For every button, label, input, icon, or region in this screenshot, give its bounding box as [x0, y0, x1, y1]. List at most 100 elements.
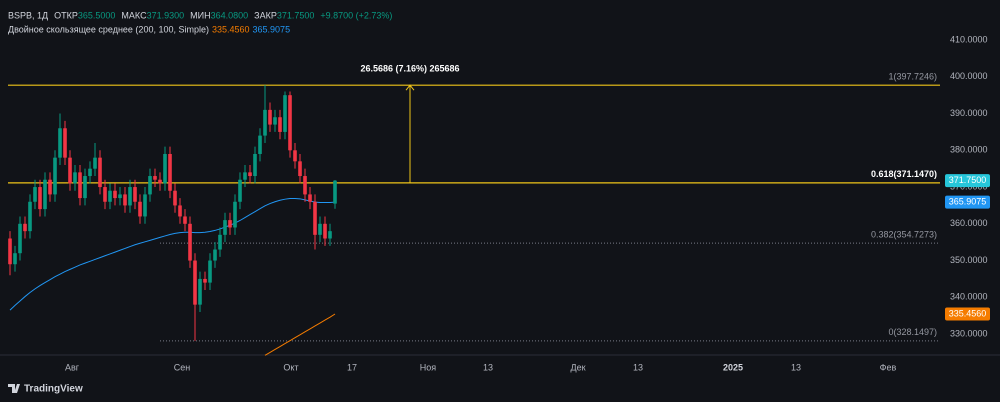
header-text: ЗАКР: [254, 10, 277, 20]
candle-body: [63, 128, 67, 158]
header-text: 371.7500: [277, 10, 315, 20]
candle-body: [128, 187, 132, 206]
arrow-head: [405, 84, 415, 91]
candle-body: [53, 157, 57, 195]
candle-body: [18, 223, 22, 254]
brand: TradingView: [24, 384, 83, 395]
price-label-bg: [945, 195, 990, 209]
candle-body: [293, 150, 297, 162]
header-text: МАКС: [121, 10, 147, 20]
header-text: ОТКР: [54, 10, 78, 20]
candle-body: [318, 223, 322, 235]
moving-average: [9, 197, 336, 311]
header-text: BSPB, 1Д: [8, 10, 48, 20]
candle-body: [103, 187, 107, 202]
brand-logo: [8, 384, 20, 393]
candle-body: [148, 176, 152, 195]
candle-body: [133, 187, 137, 202]
candle-body: [43, 179, 47, 210]
candle-body: [48, 179, 52, 195]
y-tick-label: 410.0000: [950, 34, 988, 44]
fib-label: 0.382(354.7273): [871, 230, 937, 240]
candle-body: [168, 153, 172, 191]
candle-body: [138, 201, 142, 217]
price-label-bg: [945, 307, 990, 321]
y-tick-label: 350.0000: [950, 255, 988, 265]
candle-body: [123, 194, 127, 206]
candle-body: [208, 260, 212, 283]
x-tick-label: Авг: [65, 362, 80, 372]
candle-body: [228, 220, 232, 228]
fib-label: 0.618(371.1470): [871, 169, 937, 179]
candle-body: [313, 201, 317, 235]
price-label: 365.9075: [949, 196, 987, 206]
candle-body: [58, 128, 62, 158]
x-tick-label: Фев: [880, 362, 897, 372]
fib-label: 0(328.1497): [888, 327, 937, 337]
candle-body: [153, 176, 157, 180]
y-tick-label: 380.0000: [950, 145, 988, 155]
candle-body: [263, 109, 267, 136]
header-text: 371.9300: [147, 10, 185, 20]
x-tick-label: 13: [633, 362, 643, 372]
candle-body: [8, 238, 12, 265]
candle-body: [68, 157, 72, 184]
x-tick-label: Дек: [570, 362, 585, 372]
candle-body: [248, 172, 252, 177]
candle-body: [308, 194, 312, 202]
header-text: +9.8700 (+2.73%): [320, 10, 392, 20]
candle-body: [258, 135, 262, 154]
candle-body: [173, 190, 177, 206]
header-text: Двойное скользящее среднее (200, 100, Si…: [8, 24, 209, 34]
candle-body: [288, 95, 292, 151]
candle-body: [118, 194, 122, 199]
candle-body: [93, 157, 97, 169]
candle-body: [188, 223, 192, 261]
header-text: МИН: [190, 10, 210, 20]
price-label: 335.4560: [949, 308, 987, 318]
candle-body: [183, 216, 187, 224]
x-tick-label: 2025: [723, 362, 743, 372]
candle-body: [83, 176, 87, 199]
x-tick-label: Сен: [174, 362, 191, 372]
candle-body: [98, 157, 102, 188]
candle-body: [198, 278, 202, 305]
y-tick-label: 340.0000: [950, 292, 988, 302]
candle-body: [73, 172, 77, 184]
candle-body: [108, 190, 112, 202]
fib-label: 1(397.7246): [888, 72, 937, 82]
x-tick-label: 17: [347, 362, 357, 372]
candle-body: [23, 223, 27, 232]
candle-body: [233, 201, 237, 228]
candle-body: [253, 153, 257, 177]
candle-body: [218, 234, 222, 250]
y-tick-label: 330.0000: [950, 328, 988, 338]
x-tick-label: 13: [483, 362, 493, 372]
candle-body: [88, 168, 92, 177]
candle-body: [78, 172, 82, 199]
candle-body: [33, 187, 37, 202]
y-tick-label: 390.0000: [950, 108, 988, 118]
candle-body: [213, 249, 217, 261]
candle-body: [203, 278, 207, 283]
price-label-bg: [945, 174, 990, 188]
candle-body: [28, 201, 32, 232]
x-tick-label: Ноя: [420, 362, 437, 372]
candle-body: [283, 95, 287, 132]
candle-body: [323, 223, 327, 239]
price-label: 371.7500: [949, 175, 987, 185]
header-text: 365.5000: [78, 10, 116, 20]
candle-body: [38, 187, 42, 210]
candle-body: [243, 172, 247, 180]
candle-body: [163, 153, 167, 184]
header-text: 364.0800: [211, 10, 249, 20]
candle-body: [13, 253, 17, 265]
candle-body: [238, 179, 242, 202]
y-tick-label: 400.0000: [950, 71, 988, 81]
candle-body: [178, 205, 182, 217]
candle-body: [278, 117, 282, 132]
candle-body: [113, 190, 117, 199]
header-text: 335.4560: [212, 24, 250, 34]
